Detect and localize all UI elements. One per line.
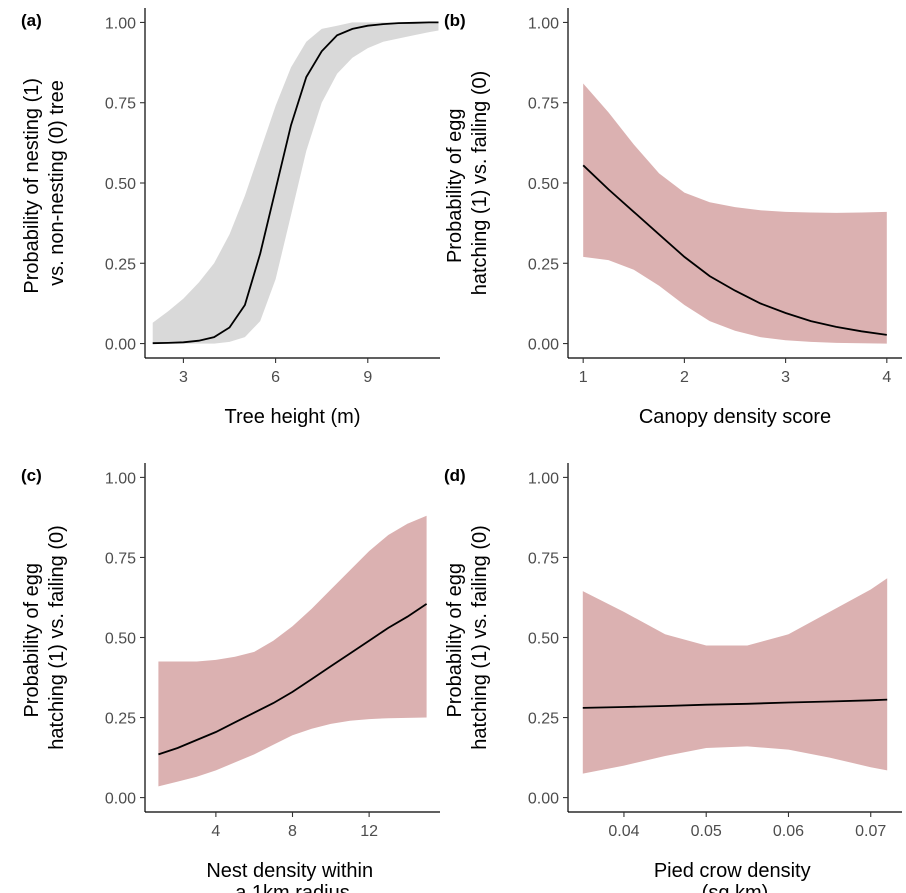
- x-tick-label: 3: [781, 369, 790, 386]
- y-axis-title-line-1: Probability of egg: [444, 563, 466, 718]
- y-tick-label: 0.25: [528, 256, 559, 273]
- y-axis-title-line-1: Probability of egg: [444, 109, 466, 264]
- fit-line-layer: [152, 21, 439, 345]
- panel-tag: (c): [21, 466, 42, 485]
- y-tick-label: 0.50: [528, 176, 559, 193]
- y-tick-label: 0.00: [528, 337, 559, 354]
- y-tick-label: 0.00: [105, 337, 136, 354]
- y-tick-label: 1.00: [105, 15, 136, 32]
- confidence-band: [158, 515, 427, 787]
- y-axis-title: Probability of egg hatching (1) vs. fail…: [444, 71, 491, 296]
- x-axis-title-line-1: Canopy density score: [639, 406, 831, 428]
- fit-line-layer: [582, 164, 887, 336]
- x-axis-title-line-1: Pied crow density: [654, 860, 811, 882]
- y-tick-label: 0.75: [528, 96, 559, 113]
- confidence-band-layer: [582, 578, 888, 774]
- x-tick-label: 12: [360, 823, 378, 840]
- fit-line: [582, 698, 888, 709]
- y-tick-label: 0.75: [105, 550, 136, 567]
- panel-tag: (a): [21, 11, 42, 30]
- y-tick-label: 0.75: [105, 96, 136, 113]
- panel-b: 0.00 0.25 0.50 0.75 1.00 1 2 3 4 (b) Probability…: [444, 8, 902, 428]
- y-tick-label: 0.00: [528, 791, 559, 808]
- x-tick-label: 2: [680, 369, 689, 386]
- x-tick-label: 0.05: [691, 823, 722, 840]
- x-tick-label: 0.06: [773, 823, 804, 840]
- fit-line: [582, 164, 887, 336]
- panel-tag: (d): [444, 466, 466, 485]
- x-axis-title: Nest density within a 1km radius: [206, 860, 378, 893]
- x-tick-label: 0.04: [608, 823, 639, 840]
- fit-line-layer: [158, 603, 428, 756]
- panel-tag: (b): [444, 11, 466, 30]
- fit-line: [152, 21, 439, 345]
- confidence-band: [582, 578, 888, 774]
- x-axis-title-line-2: (sq.km): [702, 882, 769, 893]
- y-tick-label: 1.00: [528, 470, 559, 487]
- y-axis-title-line-2: hatching (1) vs. failing (0): [469, 71, 491, 296]
- x-axis-title-line-2: a 1km radius: [235, 882, 350, 893]
- fit-line: [158, 603, 428, 756]
- panel-a: 0.00 0.25 0.50 0.75 1.00 3 6 9 (a) Probability …: [21, 8, 440, 428]
- y-tick-label: 0.25: [105, 711, 136, 728]
- confidence-band: [583, 83, 887, 344]
- y-tick-label: 0.25: [528, 711, 559, 728]
- x-axis-title: Tree height (m): [225, 406, 361, 428]
- axes-layer: 0.00 0.25 0.50 0.75 1.00 3 6 9: [105, 8, 440, 386]
- confidence-band-layer: [158, 515, 427, 787]
- x-tick-label: 9: [363, 369, 372, 386]
- y-tick-label: 1.00: [528, 15, 559, 32]
- confidence-band-layer: [583, 83, 887, 344]
- x-tick-label: 1: [579, 369, 588, 386]
- axes-layer: 0.00 0.25 0.50 0.75 1.00 4 8 12: [105, 463, 440, 840]
- x-axis-title: Canopy density score: [639, 406, 831, 428]
- y-axis-title-line-2: hatching (1) vs. failing (0): [46, 525, 68, 750]
- fit-line-layer: [582, 698, 888, 709]
- x-axis-title-line-1: Tree height (m): [225, 406, 361, 428]
- x-tick-label: 6: [271, 369, 280, 386]
- x-tick-label: 4: [211, 823, 220, 840]
- y-tick-label: 0.00: [105, 791, 136, 808]
- y-axis-title: Probability of nesting (1) vs. non-nesti…: [21, 72, 68, 293]
- y-axis-title: Probability of egg hatching (1) vs. fail…: [21, 525, 68, 750]
- y-axis-title-line-1: Probability of egg: [21, 563, 43, 718]
- y-tick-label: 0.50: [105, 631, 136, 648]
- axes-layer: 0.00 0.25 0.50 0.75 1.00 0.04 0.05 0.06 0.07: [528, 463, 902, 840]
- x-tick-label: 8: [288, 823, 297, 840]
- x-axis-title: Pied crow density (sq.km): [654, 860, 816, 893]
- panel-d: 0.00 0.25 0.50 0.75 1.00 0.04 0.05 0.06 0.07 (d)…: [444, 463, 902, 893]
- confidence-band-layer: [152, 22, 439, 344]
- y-tick-label: 0.25: [105, 256, 136, 273]
- confidence-band: [152, 22, 439, 344]
- y-tick-label: 0.75: [528, 550, 559, 567]
- y-tick-label: 0.50: [105, 176, 136, 193]
- y-tick-label: 1.00: [105, 470, 136, 487]
- y-axis-title: Probability of egg hatching (1) vs. fail…: [444, 525, 491, 750]
- y-tick-label: 0.50: [528, 631, 559, 648]
- panel-c: 0.00 0.25 0.50 0.75 1.00 4 8 12 (c) Probability…: [21, 463, 440, 893]
- x-tick-label: 3: [179, 369, 188, 386]
- x-tick-label: 4: [882, 369, 891, 386]
- y-axis-title-line-2: hatching (1) vs. failing (0): [469, 525, 491, 750]
- y-axis-title-line-2: vs. non-nesting (0) tree: [46, 80, 68, 286]
- x-tick-label: 0.07: [855, 823, 886, 840]
- y-axis-title-line-1: Probability of nesting (1): [21, 78, 43, 294]
- x-axis-title-line-1: Nest density within: [206, 860, 373, 882]
- axes-layer: 0.00 0.25 0.50 0.75 1.00 1 2 3 4: [528, 8, 902, 386]
